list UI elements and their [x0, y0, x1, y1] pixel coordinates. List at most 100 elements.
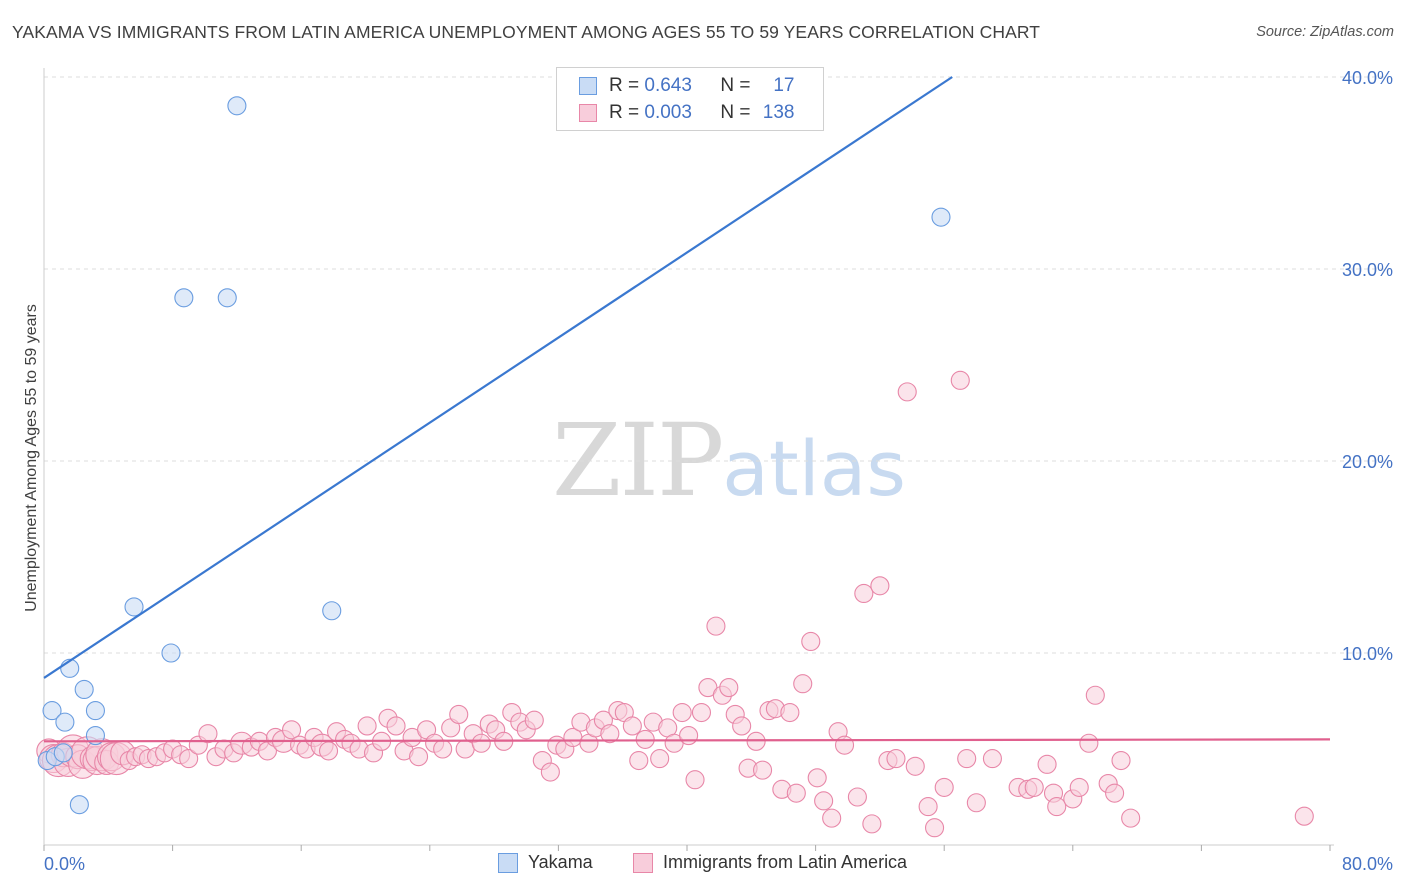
point-immigrants: [357, 716, 377, 736]
point-immigrants: [386, 716, 406, 736]
trend-line-yakama: [43, 76, 953, 679]
legend-n-value-yakama: 17: [773, 75, 795, 96]
point-immigrants: [1047, 797, 1067, 817]
point-yakama: [161, 643, 181, 663]
point-yakama: [69, 795, 89, 815]
legend-r-value-yakama: 0.643: [644, 75, 692, 96]
x-tick-label: 80.0%: [1342, 854, 1393, 874]
point-immigrants: [719, 678, 739, 698]
point-immigrants: [897, 382, 917, 402]
series-legend: Yakama Immigrants from Latin America: [0, 852, 1406, 878]
point-immigrants: [691, 702, 712, 723]
point-immigrants: [433, 739, 453, 759]
point-immigrants: [685, 770, 705, 790]
source-credit: Source: ZipAtlas.com: [1256, 24, 1394, 40]
point-immigrants: [1121, 808, 1141, 828]
point-immigrants: [834, 735, 855, 755]
y-tick-label: 10.0%: [1342, 644, 1393, 664]
point-immigrants: [198, 724, 218, 744]
point-immigrants: [732, 716, 752, 736]
point-yakama: [124, 597, 144, 617]
legend-r-value-immigrants: 0.003: [644, 102, 692, 123]
point-immigrants: [786, 783, 806, 803]
point-yakama: [74, 679, 94, 700]
point-immigrants: [957, 749, 977, 769]
point-immigrants: [753, 760, 773, 780]
point-immigrants: [179, 749, 199, 769]
point-yakama: [42, 701, 62, 721]
point-immigrants: [814, 791, 834, 811]
point-immigrants: [870, 576, 890, 596]
point-yakama: [227, 96, 247, 116]
y-axis-label: Unemployment Among Ages 55 to 59 years: [23, 304, 40, 612]
series-legend-swatch-immigrants: [633, 852, 653, 873]
point-immigrants: [862, 814, 882, 834]
legend-swatch-immigrants: [579, 104, 597, 122]
point-immigrants: [1079, 733, 1099, 753]
series-legend-immigrants: Immigrants from Latin America: [633, 852, 907, 873]
point-yakama: [174, 288, 194, 308]
point-immigrants: [982, 749, 1002, 769]
point-immigrants: [622, 716, 642, 736]
y-tick-label: 40.0%: [1342, 68, 1393, 88]
point-immigrants: [1024, 777, 1044, 797]
x-tick-label: 0.0%: [44, 854, 85, 874]
point-yakama: [85, 726, 105, 746]
point-immigrants: [1294, 806, 1314, 826]
trend-line-immigrants: [43, 738, 1331, 743]
point-yakama: [53, 743, 73, 763]
point-immigrants: [318, 741, 339, 761]
point-immigrants: [282, 720, 302, 740]
legend-r-label: R =: [609, 75, 640, 96]
point-immigrants: [672, 702, 692, 723]
point-immigrants: [1085, 685, 1105, 705]
point-immigrants: [1111, 750, 1131, 771]
point-immigrants: [679, 726, 699, 746]
point-immigrants: [793, 674, 813, 694]
point-yakama: [931, 207, 951, 227]
point-immigrants: [1105, 783, 1125, 803]
point-immigrants: [780, 702, 800, 723]
point-immigrants: [408, 747, 429, 767]
point-immigrants: [918, 797, 938, 817]
point-immigrants: [847, 787, 867, 807]
series-legend-label-immigrants: Immigrants from Latin America: [663, 852, 908, 872]
point-immigrants: [950, 370, 970, 390]
point-immigrants: [966, 793, 986, 813]
point-immigrants: [925, 818, 945, 838]
point-yakama: [322, 601, 342, 621]
point-immigrants: [801, 631, 821, 652]
legend-n-label: N =: [720, 102, 751, 123]
series-legend-swatch-yakama: [498, 852, 518, 873]
legend-n-label: N =: [720, 75, 751, 96]
point-immigrants: [449, 704, 469, 724]
point-immigrants: [854, 583, 874, 604]
point-immigrants: [540, 762, 560, 782]
point-immigrants: [524, 710, 544, 730]
correlation-legend: R = 0.643 N = 17 R = 0.003 N = 138: [556, 67, 824, 131]
watermark-atlas: atlas: [722, 424, 906, 513]
y-tick-label: 20.0%: [1342, 452, 1393, 472]
legend-row-yakama: R = 0.643 N = 17: [579, 73, 795, 99]
legend-n-value-immigrants: 138: [762, 102, 795, 123]
y-tick-label: 30.0%: [1342, 260, 1393, 280]
point-immigrants: [886, 749, 906, 769]
chart-title: YAKAMA VS IMMIGRANTS FROM LATIN AMERICA …: [12, 22, 1041, 42]
point-yakama: [217, 288, 237, 308]
point-immigrants: [934, 777, 954, 797]
point-immigrants: [629, 750, 649, 771]
series-legend-label-yakama: Yakama: [528, 852, 593, 872]
point-immigrants: [706, 616, 726, 636]
point-immigrants: [1069, 777, 1089, 797]
point-immigrants: [807, 768, 827, 788]
point-immigrants: [1037, 754, 1057, 774]
legend-r-label: R =: [609, 102, 640, 123]
legend-row-immigrants: R = 0.003 N = 138: [579, 100, 795, 126]
point-immigrants: [905, 756, 925, 776]
series-legend-yakama: Yakama: [498, 852, 593, 873]
point-immigrants: [471, 733, 491, 753]
point-immigrants: [822, 808, 842, 828]
legend-swatch-yakama: [579, 77, 597, 95]
point-immigrants: [600, 724, 620, 744]
